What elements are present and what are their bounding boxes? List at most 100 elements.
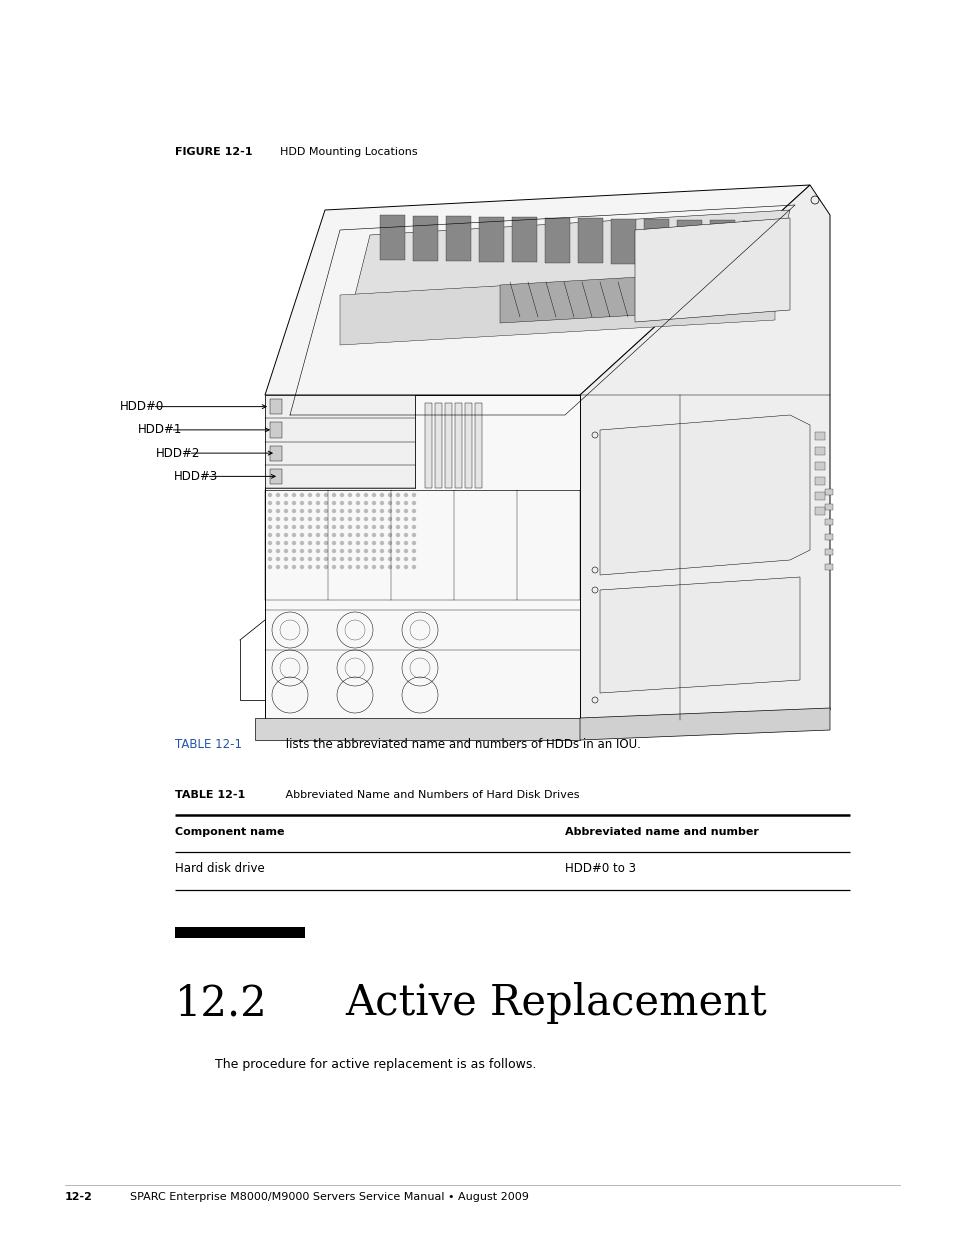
Bar — [814, 462, 824, 471]
Circle shape — [396, 494, 399, 496]
Circle shape — [276, 541, 279, 545]
Circle shape — [340, 501, 343, 505]
Circle shape — [316, 517, 319, 520]
Circle shape — [372, 566, 375, 568]
Circle shape — [284, 517, 287, 520]
Circle shape — [293, 494, 295, 496]
Circle shape — [364, 494, 367, 496]
Circle shape — [356, 566, 359, 568]
Circle shape — [396, 541, 399, 545]
Circle shape — [333, 526, 335, 529]
Circle shape — [356, 541, 359, 545]
Circle shape — [364, 517, 367, 520]
Bar — [814, 447, 824, 454]
Circle shape — [356, 550, 359, 552]
Circle shape — [404, 526, 407, 529]
Circle shape — [348, 541, 351, 545]
Circle shape — [308, 541, 312, 545]
Text: Abbreviated name and number: Abbreviated name and number — [564, 827, 758, 837]
Circle shape — [380, 501, 383, 505]
Circle shape — [308, 501, 312, 505]
Circle shape — [268, 557, 272, 561]
Circle shape — [324, 557, 327, 561]
Circle shape — [276, 557, 279, 561]
Circle shape — [284, 534, 287, 536]
Text: HDD#1: HDD#1 — [138, 424, 182, 436]
Circle shape — [333, 501, 335, 505]
Circle shape — [356, 526, 359, 529]
Circle shape — [404, 550, 407, 552]
Circle shape — [412, 566, 416, 568]
Circle shape — [333, 534, 335, 536]
Circle shape — [268, 494, 272, 496]
Text: TABLE 12-1: TABLE 12-1 — [174, 739, 242, 751]
Bar — [270, 399, 282, 414]
Circle shape — [396, 557, 399, 561]
Text: HDD#0: HDD#0 — [120, 400, 164, 414]
Circle shape — [356, 510, 359, 513]
Text: TABLE 12-1: TABLE 12-1 — [174, 790, 245, 800]
Circle shape — [364, 566, 367, 568]
Circle shape — [316, 541, 319, 545]
Circle shape — [268, 550, 272, 552]
Circle shape — [388, 510, 391, 513]
Polygon shape — [499, 277, 639, 324]
Circle shape — [412, 534, 416, 536]
Bar — [270, 469, 282, 484]
Bar — [270, 422, 282, 437]
Circle shape — [268, 501, 272, 505]
Circle shape — [284, 541, 287, 545]
Text: Abbreviated Name and Numbers of Hard Disk Drives: Abbreviated Name and Numbers of Hard Dis… — [274, 790, 578, 800]
Bar — [464, 403, 472, 488]
Bar — [270, 446, 282, 461]
Circle shape — [276, 566, 279, 568]
Polygon shape — [709, 220, 734, 266]
Circle shape — [396, 534, 399, 536]
Circle shape — [308, 517, 312, 520]
Polygon shape — [610, 219, 636, 263]
Bar — [824, 504, 832, 510]
Bar — [265, 395, 415, 488]
Circle shape — [412, 494, 416, 496]
Polygon shape — [355, 210, 789, 295]
Circle shape — [412, 501, 416, 505]
Circle shape — [316, 494, 319, 496]
Polygon shape — [446, 216, 471, 261]
Circle shape — [388, 534, 391, 536]
Circle shape — [284, 550, 287, 552]
Circle shape — [380, 494, 383, 496]
Circle shape — [388, 541, 391, 545]
Circle shape — [316, 550, 319, 552]
Circle shape — [356, 557, 359, 561]
Circle shape — [412, 541, 416, 545]
Circle shape — [316, 501, 319, 505]
Circle shape — [276, 526, 279, 529]
Bar — [824, 564, 832, 571]
Circle shape — [300, 534, 303, 536]
Text: Hard disk drive: Hard disk drive — [174, 862, 265, 876]
Circle shape — [308, 510, 312, 513]
Bar — [814, 432, 824, 440]
Circle shape — [333, 557, 335, 561]
Circle shape — [356, 534, 359, 536]
Circle shape — [372, 494, 375, 496]
Circle shape — [388, 550, 391, 552]
Circle shape — [276, 501, 279, 505]
Circle shape — [412, 517, 416, 520]
Circle shape — [372, 557, 375, 561]
Circle shape — [404, 557, 407, 561]
Circle shape — [340, 534, 343, 536]
Circle shape — [388, 526, 391, 529]
Bar — [814, 508, 824, 515]
Circle shape — [372, 541, 375, 545]
Circle shape — [300, 510, 303, 513]
Circle shape — [396, 550, 399, 552]
Circle shape — [388, 501, 391, 505]
Bar — [475, 403, 481, 488]
Circle shape — [284, 566, 287, 568]
Circle shape — [404, 517, 407, 520]
Circle shape — [404, 510, 407, 513]
Circle shape — [340, 557, 343, 561]
Circle shape — [412, 510, 416, 513]
Circle shape — [340, 494, 343, 496]
